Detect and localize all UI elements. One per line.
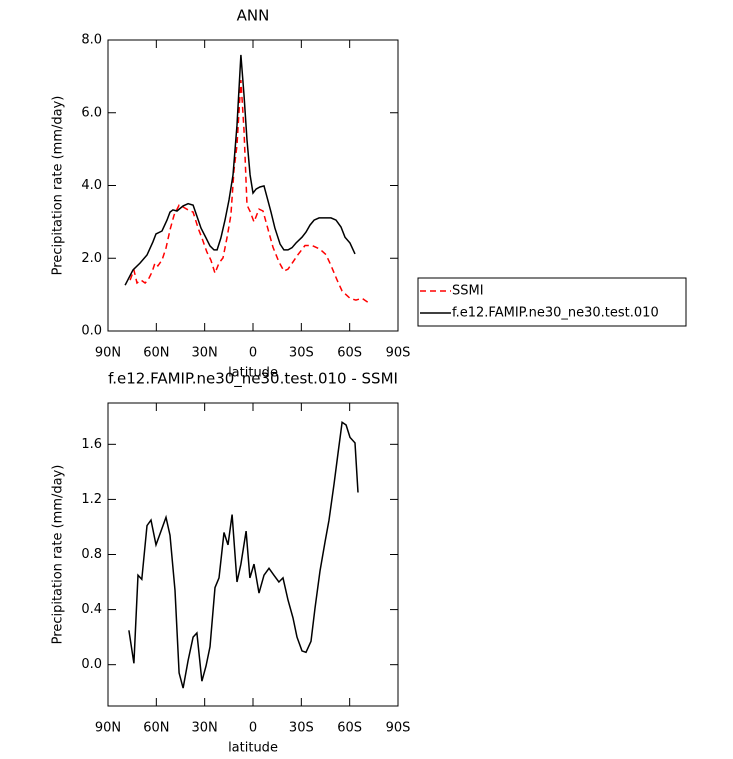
x-tick-label: 30N: [192, 721, 218, 736]
y-axis-label: Precipitation rate (mm/day): [51, 465, 66, 645]
y-tick-label: 1.2: [81, 492, 102, 507]
legend-box: [417, 277, 687, 327]
x-tick-label: 60S: [337, 346, 362, 361]
x-tick-label: 30S: [289, 721, 314, 736]
x-tick-label: 60N: [143, 346, 169, 361]
data-line: [128, 421, 359, 689]
plot-frame: [107, 402, 399, 707]
y-tick-label: 0.8: [81, 547, 102, 562]
x-axis-label: latitude: [228, 366, 278, 381]
y-axis-label: Precipitation rate (mm/day): [51, 96, 66, 276]
y-tick-label: 1.6: [81, 437, 102, 452]
data-line: [124, 54, 356, 286]
data-line: [129, 79, 371, 305]
x-tick-label: 30N: [192, 346, 218, 361]
y-tick-label: 0.4: [81, 602, 102, 617]
y-tick-label: 6.0: [81, 105, 102, 120]
chart-title: ANN: [237, 7, 270, 25]
x-axis-label: latitude: [228, 741, 278, 756]
x-tick-label: 90N: [95, 721, 121, 736]
y-tick-label: 2.0: [81, 251, 102, 266]
x-tick-label: 90S: [386, 721, 411, 736]
y-tick-label: 4.0: [81, 178, 102, 193]
y-tick-label: 0.0: [81, 657, 102, 672]
x-tick-label: 90N: [95, 346, 121, 361]
chart-title: f.e12.FAMIP.ne30_ne30.test.010 - SSMI: [108, 370, 398, 389]
legend-label: SSMI: [452, 284, 484, 299]
x-tick-label: 30S: [289, 346, 314, 361]
plot-frame: [107, 39, 399, 332]
x-tick-label: 0: [249, 721, 257, 736]
x-tick-label: 0: [249, 346, 257, 361]
y-tick-label: 0.0: [81, 324, 102, 339]
x-tick-label: 60N: [143, 721, 169, 736]
legend-label: f.e12.FAMIP.ne30_ne30.test.010: [452, 306, 659, 321]
y-tick-label: 8.0: [81, 33, 102, 48]
x-tick-label: 60S: [337, 721, 362, 736]
x-tick-label: 90S: [386, 346, 411, 361]
